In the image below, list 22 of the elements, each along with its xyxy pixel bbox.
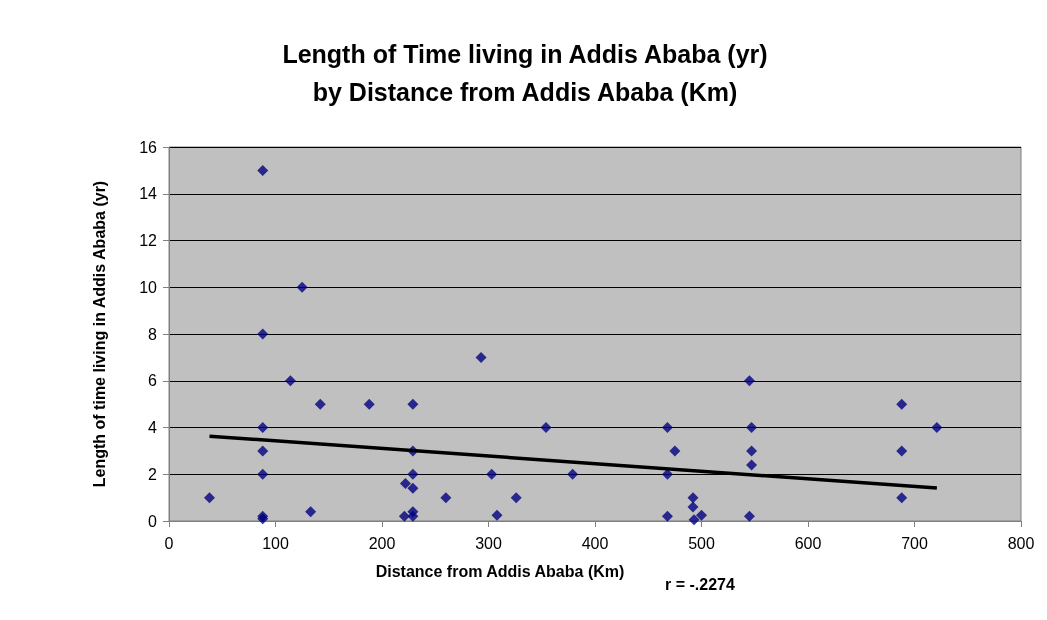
x-tick-label: 500 bbox=[688, 534, 715, 552]
x-tick-label: 600 bbox=[794, 534, 822, 552]
y-tick-label: 0 bbox=[148, 512, 158, 530]
x-tick-label: 100 bbox=[262, 534, 289, 552]
y-tick-label: 12 bbox=[139, 232, 158, 249]
y-tick-label: 14 bbox=[139, 185, 158, 203]
x-tick-label: 700 bbox=[901, 534, 928, 552]
y-tick-label: 2 bbox=[148, 465, 158, 483]
x-tick-label: 300 bbox=[475, 534, 502, 552]
y-tick-label: 16 bbox=[139, 138, 158, 156]
x-axis-title: Distance from Addis Ababa (Km) bbox=[375, 562, 625, 580]
chart-title: Length of Time living in Addis Ababa (yr) by Distance from Addis Ababa (Km) bbox=[282, 40, 768, 106]
text: r = -.2274 bbox=[665, 575, 735, 593]
x-tick-label: 200 bbox=[368, 534, 396, 552]
y-tick-label: 8 bbox=[148, 325, 158, 343]
y-tick-label: 4 bbox=[148, 419, 158, 436]
x-tick-label: 800 bbox=[1007, 534, 1035, 552]
y-tick-label: 10 bbox=[139, 278, 158, 296]
y-axis-title: Length of time living in Addis Ababa (yr) bbox=[90, 180, 108, 488]
x-tick-label: 0 bbox=[164, 534, 174, 552]
y-tick-label: 6 bbox=[148, 372, 158, 390]
x-tick-label: 400 bbox=[581, 534, 609, 552]
